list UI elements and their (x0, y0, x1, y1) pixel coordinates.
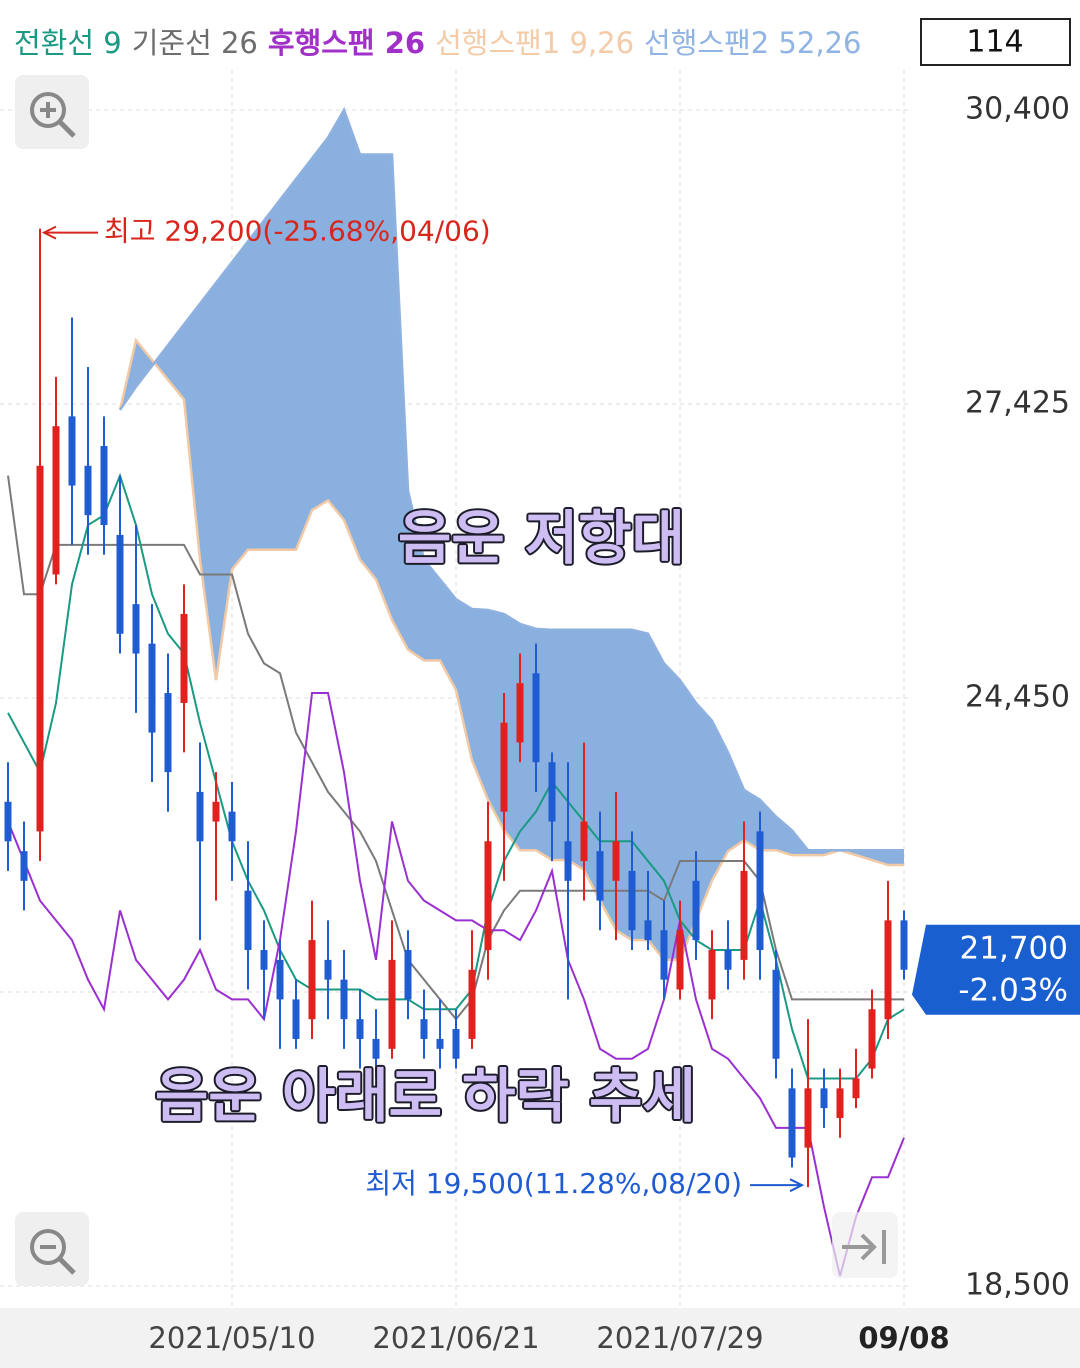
candle-body (644, 920, 652, 941)
candle-body (404, 950, 412, 1000)
candle-body (852, 1078, 860, 1099)
candle-body (804, 1088, 812, 1148)
candle-body (676, 930, 684, 990)
candle-body (756, 831, 764, 950)
candle-body (516, 683, 524, 743)
legend-entry: 선행스팬2 52,26 (644, 26, 861, 60)
annotation-arrow (789, 1178, 805, 1193)
candle-body (68, 416, 76, 486)
candle-body (244, 890, 252, 950)
low-annotation: 최저 19,500(11.28%,08/20) (365, 1167, 742, 1200)
candle-body (260, 950, 268, 970)
y-tick-label: 30,400 (965, 92, 1070, 127)
candle-body (612, 841, 620, 881)
candle-body (116, 534, 124, 634)
candle-body (132, 604, 140, 654)
candle-body (20, 851, 28, 881)
indicator-line (118, 107, 904, 852)
y-tick-label: 18,500 (965, 1268, 1070, 1303)
candle-body (532, 673, 540, 763)
candle-body (708, 950, 716, 1000)
legend-entry: 후행스팬 26 (268, 26, 425, 60)
candle-body (324, 959, 332, 980)
x-axis-band (0, 1308, 1080, 1368)
candle-body (228, 811, 236, 842)
zoom-in[interactable] (15, 75, 89, 149)
candle-body (820, 1088, 828, 1109)
candle-body (276, 959, 284, 1000)
y-tick-label: 24,450 (965, 680, 1070, 715)
candle-body (724, 950, 732, 970)
period-box[interactable] (920, 18, 1071, 66)
x-tick-label: 2021/07/29 (596, 1321, 763, 1355)
candle-body (788, 1088, 796, 1158)
annotation-arrow (41, 225, 57, 240)
candle-body (884, 920, 892, 1020)
legend-entry: 선행스팬1 9,26 (435, 26, 634, 60)
change-label: -2.03% (958, 972, 1068, 1008)
x-tick-label: 2021/06/21 (372, 1321, 539, 1355)
x-tick-label: 09/08 (858, 1321, 949, 1355)
candle-body (356, 1019, 364, 1039)
candle-body (580, 821, 588, 862)
legend: 전환선 9 기준선 26 후행스팬 26 선행스팬1 9,26 선행스팬2 52,26 (14, 26, 861, 60)
y-tick-label: 27,425 (965, 386, 1070, 421)
candle-body (36, 465, 44, 832)
candle-body (772, 969, 780, 1059)
scroll-end[interactable] (832, 1212, 898, 1278)
candle-body (500, 722, 508, 812)
cloud (120, 110, 904, 960)
zoom-out[interactable] (15, 1212, 89, 1286)
candle-body (436, 1038, 444, 1049)
candle-body (100, 446, 108, 526)
legend-entry: 기준선 26 (132, 26, 258, 60)
price-tag (912, 924, 1080, 1015)
candle-body (164, 693, 172, 773)
indicator-line (118, 337, 904, 962)
candle-body (900, 920, 908, 970)
candle-body (564, 841, 572, 881)
price-label: 21,700 (960, 930, 1068, 966)
candle-body (4, 801, 12, 842)
candle-body (452, 1029, 460, 1059)
candle-body (628, 870, 636, 931)
overlay-text: 음운 아래로 하락 추세 (155, 1062, 696, 1130)
candle-body (868, 1009, 876, 1069)
candle-body (308, 940, 316, 1020)
overlay-text: 음운 저항대 (398, 504, 685, 572)
candle-body (84, 465, 92, 516)
candle-body (340, 979, 348, 1020)
high-annotation: 최고 29,200(-25.68%,04/06) (104, 215, 491, 248)
candle-body (596, 851, 604, 901)
indicator-line (7, 472, 905, 1080)
candle-body (372, 1038, 380, 1059)
candle-body (212, 801, 220, 822)
indicator-line (7, 692, 905, 1277)
candle-body (148, 643, 156, 733)
candle-body (52, 426, 60, 575)
candle-body (484, 841, 492, 950)
candle-body (692, 880, 700, 941)
candle-body (836, 1088, 844, 1118)
period-label: 114 (966, 25, 1023, 60)
candle-body (660, 930, 668, 980)
candle-body (292, 999, 300, 1039)
candle-body (420, 1019, 428, 1039)
candle-body (388, 959, 396, 1049)
candle-body (468, 969, 476, 1039)
candle-body (548, 762, 556, 822)
candle-body (196, 791, 204, 842)
candle-body (180, 614, 188, 703)
x-tick-label: 2021/05/10 (148, 1321, 315, 1355)
candle-body (740, 870, 748, 960)
legend-entry: 전환선 9 (14, 26, 122, 60)
